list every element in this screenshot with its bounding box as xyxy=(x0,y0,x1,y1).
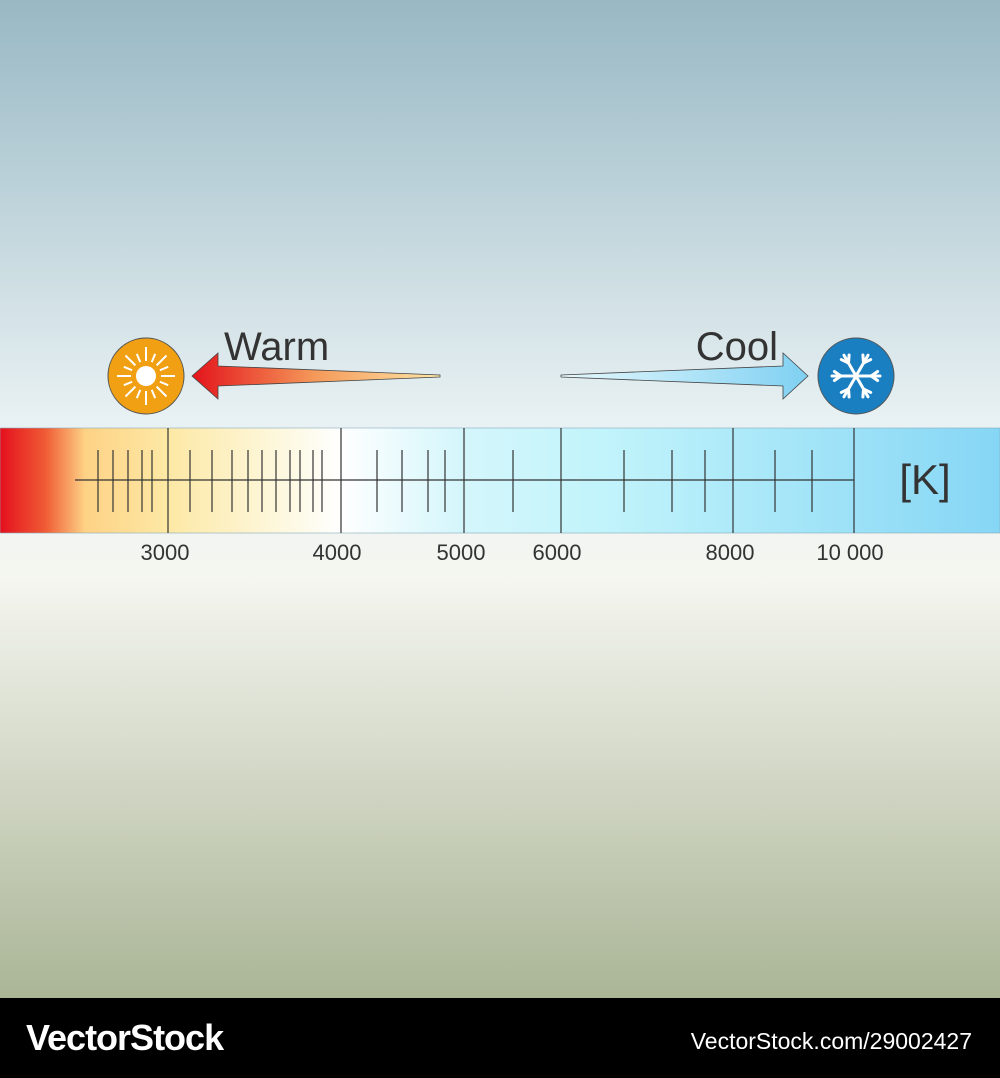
scale-label: 6000 xyxy=(533,540,582,565)
cool-arrow xyxy=(560,352,809,400)
unit-label: [K] xyxy=(899,456,950,503)
sun-ray xyxy=(150,353,157,363)
scale-ticks xyxy=(97,428,855,533)
flake-branch xyxy=(869,369,880,378)
flake-branch xyxy=(847,387,851,399)
flake-branch xyxy=(862,387,873,394)
sun-ray xyxy=(123,365,133,372)
flake-arm xyxy=(842,353,858,378)
sun-ray xyxy=(159,380,169,387)
sun-ray xyxy=(135,353,142,363)
warm-label: Warm xyxy=(224,325,329,369)
sun-ray xyxy=(135,389,142,399)
sun-ray xyxy=(150,389,157,399)
sun-ray xyxy=(159,365,169,372)
sun-rays xyxy=(117,347,175,405)
scale-label: 10 000 xyxy=(816,540,883,565)
snowflake xyxy=(830,353,882,399)
sun-ray xyxy=(124,354,137,367)
flake-branch xyxy=(832,374,843,383)
footer-brand: VectorStock xyxy=(26,1017,225,1058)
scale-label: 5000 xyxy=(437,540,486,565)
scale-label: 3000 xyxy=(141,540,190,565)
cool-label: Cool xyxy=(696,325,778,369)
scale-label: 8000 xyxy=(706,540,755,565)
flake-branch xyxy=(839,358,850,365)
sun-ray xyxy=(155,385,168,398)
footer xyxy=(0,998,1000,1078)
sun-core xyxy=(136,366,156,386)
flake-branch xyxy=(861,353,865,365)
flake-arm xyxy=(842,374,858,399)
sun-ray xyxy=(123,380,133,387)
flake-arm xyxy=(854,353,870,378)
scale-label: 4000 xyxy=(313,540,362,565)
sun-ray xyxy=(124,385,137,398)
footer-id: VectorStock.com/29002427 xyxy=(691,1028,972,1054)
flake-arm xyxy=(854,374,870,399)
sun-ray xyxy=(155,354,168,367)
warm-arrow xyxy=(191,352,441,400)
